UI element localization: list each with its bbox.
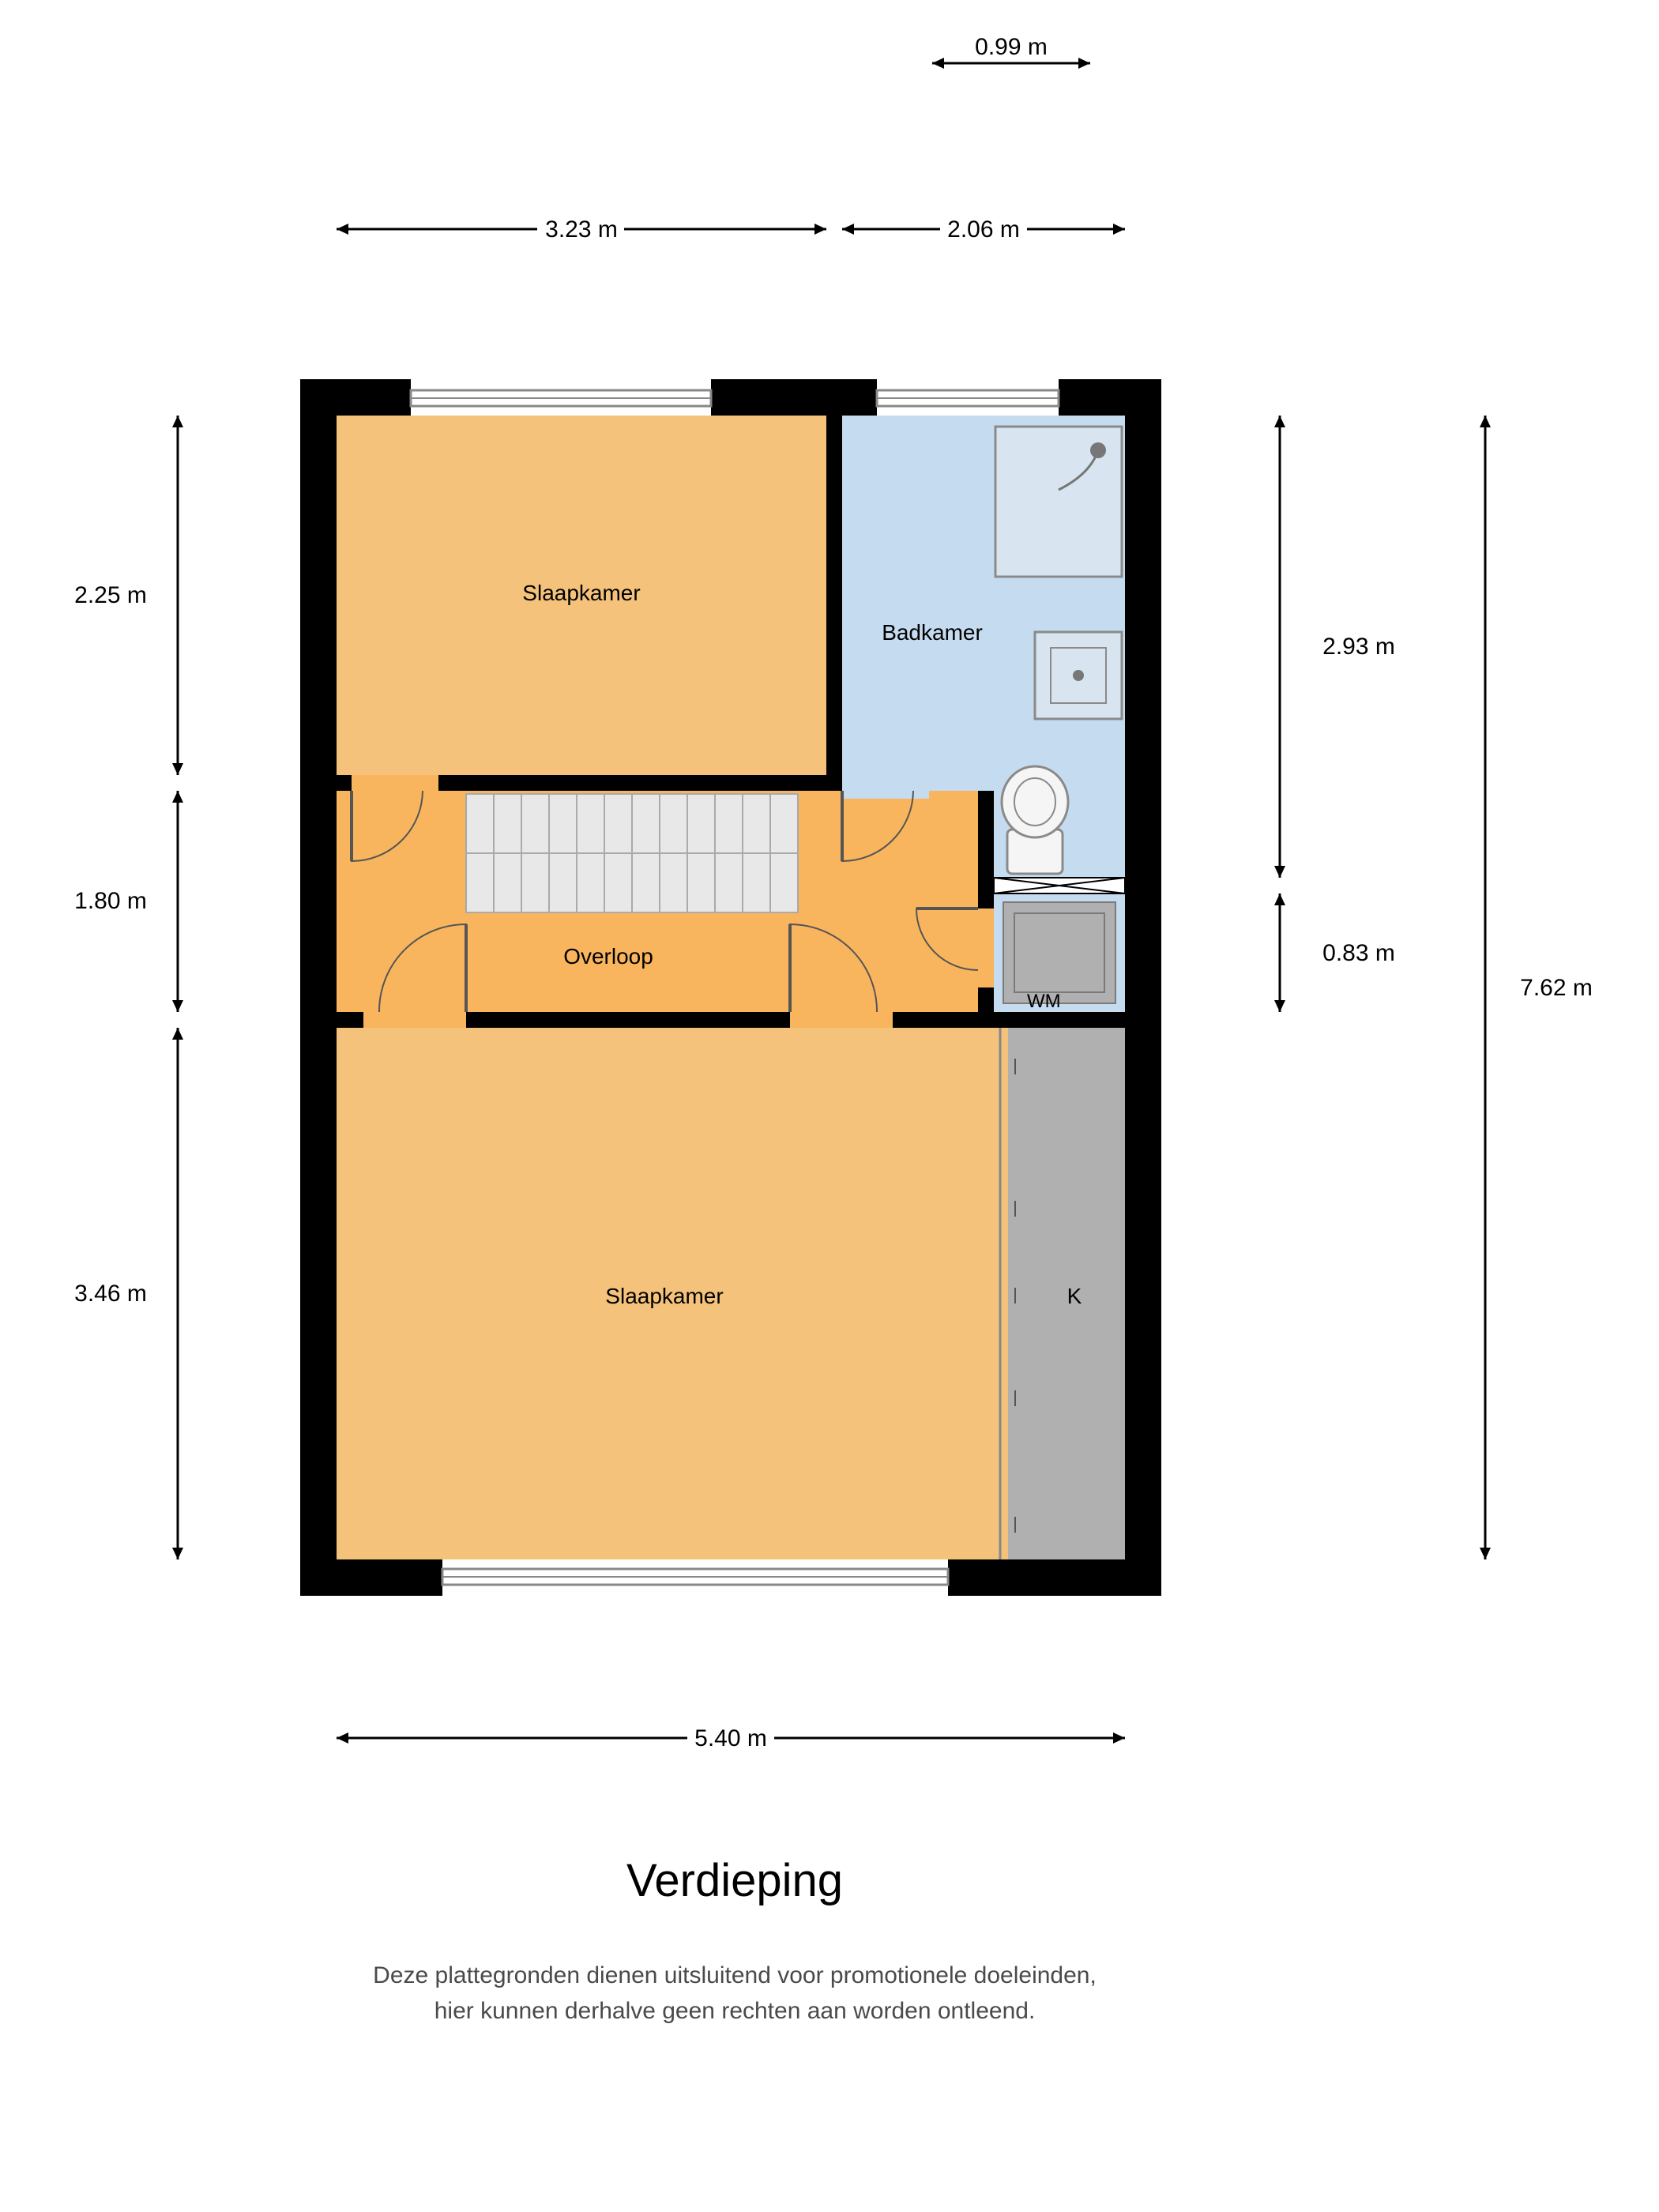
wall-bedroom-bathroom (826, 416, 842, 791)
dim-left: 2.25 m 1.80 m 3.46 m (74, 416, 183, 1559)
washing-machine (1003, 902, 1115, 1003)
label-landing: Overloop (563, 944, 653, 969)
sink (1035, 632, 1122, 719)
window-top-left (411, 379, 711, 416)
floorplan-title: Verdieping (626, 1855, 843, 1906)
dim-right-outer-label: 7.62 m (1520, 975, 1593, 1001)
floorplan-svg: 0.99 m 3.23 m 2.06 m 2.25 m 1.80 m 3.46 … (0, 0, 1659, 2212)
label-wm: WM (1027, 991, 1061, 1012)
shower (995, 427, 1122, 577)
dim-right-inner-1-label: 2.93 m (1322, 634, 1395, 660)
label-bedroom-top: Slaapkamer (522, 581, 640, 605)
dim-top-row: 3.23 m 2.06 m (337, 212, 1125, 243)
dim-bottom-label: 5.40 m (694, 1725, 767, 1751)
dim-top-left-label: 3.23 m (545, 216, 618, 243)
dim-top-small-label: 0.99 m (975, 34, 1048, 60)
dim-right-inner: 2.93 m 0.83 m (1274, 416, 1395, 1012)
dim-left-1-label: 2.25 m (74, 582, 147, 608)
window-bottom (442, 1559, 948, 1596)
disclaimer-line2: hier kunnen derhalve geen rechten aan wo… (434, 1998, 1036, 2024)
dim-left-2-label: 1.80 m (74, 888, 147, 914)
dim-top-right-label: 2.06 m (947, 216, 1020, 243)
disclaimer-line1: Deze plattegronden dienen uitsluitend vo… (373, 1962, 1097, 1988)
dim-top-small: 0.99 m (932, 34, 1090, 69)
dim-bottom: 5.40 m (337, 1721, 1125, 1752)
stairs (466, 794, 798, 912)
label-closet: K (1067, 1284, 1082, 1308)
dim-right-outer: 7.62 m (1480, 416, 1593, 1559)
toilet (1002, 766, 1068, 874)
label-bedroom-bottom: Slaapkamer (605, 1284, 723, 1308)
window-top-right (877, 379, 1059, 416)
label-bathroom: Badkamer (882, 620, 983, 645)
dim-left-3-label: 3.46 m (74, 1281, 147, 1307)
dim-right-inner-2-label: 0.83 m (1322, 940, 1395, 966)
